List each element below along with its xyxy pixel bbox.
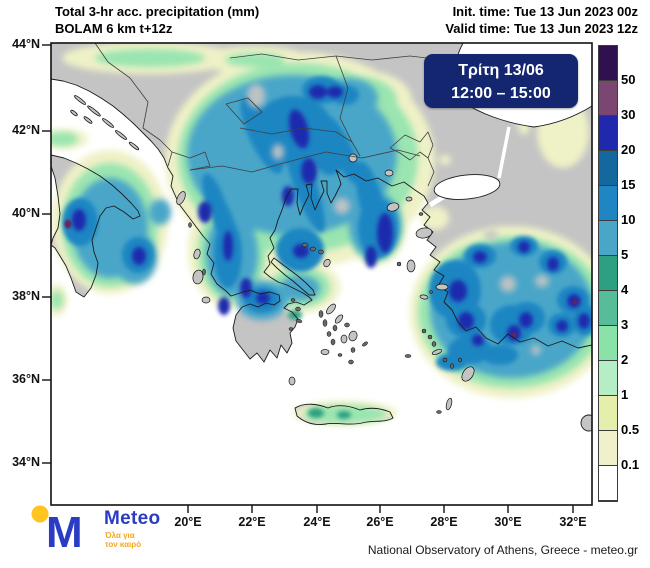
dardanelles-strait <box>428 188 455 208</box>
coastline-layer <box>51 43 592 432</box>
time-range-label: 12:00 – 15:00 <box>451 85 551 102</box>
colorbar-label: 4 <box>621 282 629 297</box>
colorbar-segment <box>599 291 617 326</box>
logo-wordmark: Meteo <box>104 508 161 529</box>
colorbar-segment <box>599 326 617 361</box>
colorbar-label: 0.5 <box>621 422 640 437</box>
map-frame <box>50 42 593 506</box>
lat-label: 38°N <box>12 289 40 303</box>
init-time: Init. time: Tue 13 Jun 2023 00z <box>452 4 638 19</box>
colorbar-segment <box>599 116 617 151</box>
colorbar-label: 30 <box>621 107 636 122</box>
lon-label: 22°E <box>238 515 266 529</box>
colorbar-segment <box>599 46 617 81</box>
meteo-logo: M <box>26 500 126 561</box>
colorbar-segment <box>599 151 617 186</box>
lon-label: 32°E <box>559 515 587 529</box>
lon-label: 28°E <box>430 515 458 529</box>
precipitation-layer <box>51 43 592 425</box>
colorbar-label: 0.1 <box>621 457 640 472</box>
colorbar-label: 10 <box>621 212 636 227</box>
colorbar-label: 50 <box>621 72 636 87</box>
logo-m-icon: M <box>31 505 83 557</box>
colorbar-segment <box>599 431 617 466</box>
lon-label: 24°E <box>303 515 331 529</box>
axis-ticks <box>42 44 574 513</box>
colorbar-label: 2 <box>621 352 629 367</box>
model-label: BOLAM 6 km t+12z <box>55 21 173 36</box>
colorbar-label: 20 <box>621 142 636 157</box>
lon-label: 20°E <box>174 515 202 529</box>
lon-label: 30°E <box>494 515 522 529</box>
attribution: National Observatory of Athens, Greece -… <box>367 543 638 557</box>
colorbar-label: 15 <box>621 177 636 192</box>
colorbar-segment <box>599 81 617 116</box>
colorbar-label: 1 <box>621 387 629 402</box>
lat-label: 34°N <box>12 455 40 469</box>
lat-label: 40°N <box>12 206 40 220</box>
header-right: Init. time: Tue 13 Jun 2023 00z Valid ti… <box>445 3 638 37</box>
logo-dot <box>31 505 49 523</box>
svg-text:M: M <box>46 508 83 556</box>
lat-label: 36°N <box>12 372 40 386</box>
logo-tagline: Όλα για τον καιρό <box>105 531 142 549</box>
bosphorus-strait <box>497 126 511 179</box>
lat-label: 42°N <box>12 123 40 137</box>
valid-time: Valid time: Tue 13 Jun 2023 12z <box>445 21 638 36</box>
colorbar-label: 5 <box>621 247 629 262</box>
colorbar-segment <box>599 256 617 291</box>
lat-label: 44°N <box>12 37 40 51</box>
colorbar-segment <box>599 221 617 256</box>
colorbar <box>598 45 618 502</box>
lon-label: 26°E <box>366 515 394 529</box>
colorbar-segment <box>599 466 617 501</box>
colorbar-segment <box>599 396 617 431</box>
date-overlay: Τρίτη 13/06 12:00 – 15:00 <box>424 54 578 108</box>
map-title: Total 3-hr acc. precipitation (mm) <box>55 4 260 19</box>
colorbar-segment <box>599 361 617 396</box>
day-label: Τρίτη 13/06 <box>458 62 544 79</box>
colorbar-segment <box>599 186 617 221</box>
header-left: Total 3-hr acc. precipitation (mm) BOLAM… <box>55 3 259 37</box>
islands-layer <box>70 95 475 414</box>
colorbar-label: 3 <box>621 317 629 332</box>
